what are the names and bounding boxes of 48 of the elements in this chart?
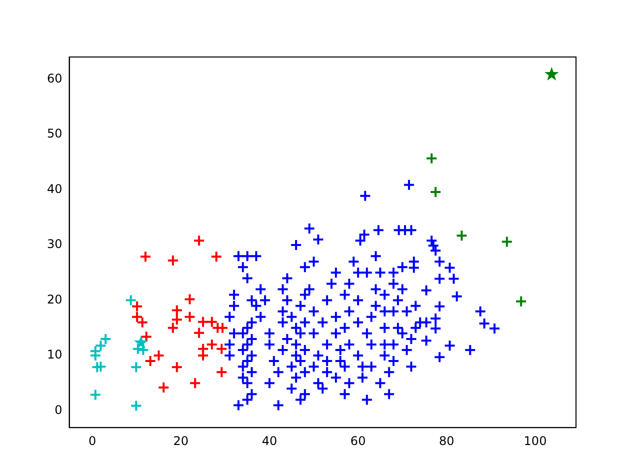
point [216,366,228,378]
x-tick-label: 0 [88,434,96,448]
point [131,300,144,312]
point [166,254,179,267]
point [130,400,142,412]
point [139,250,152,263]
point [170,304,183,316]
point [206,338,218,350]
point [89,388,102,401]
point [144,355,156,368]
point [158,382,170,394]
point [124,294,137,306]
point [130,361,142,374]
point [100,332,112,345]
point [430,186,442,198]
point [152,350,165,362]
y-tick-label: 0 [54,402,62,417]
y-tick-label: 50 [46,126,62,141]
point [426,152,438,164]
point [197,350,210,362]
y-tick-label: 20 [46,292,62,306]
point [184,293,196,306]
point [140,330,152,343]
x-tick-label: 60 [350,434,366,448]
point [216,342,228,355]
y-tick-label: 30 [46,237,62,252]
point [94,360,107,373]
point [170,361,183,374]
point [184,310,196,323]
x-tick-label: 100 [524,434,547,448]
y-tick-label: 60 [46,71,62,86]
y-tick-label: 40 [46,182,62,196]
point [500,236,513,248]
point [94,340,107,352]
point [456,230,468,242]
x-tick-label: 80 [439,434,454,448]
y-tick-label: 10 [46,348,62,362]
point [193,326,206,339]
point [197,316,210,328]
point [193,234,206,247]
point [166,322,179,334]
point [210,250,222,263]
x-tick-label: 20 [173,434,189,448]
point [515,295,528,308]
point [91,361,104,374]
point [170,314,183,326]
x-tick-label: 40 [262,434,278,448]
point [189,377,202,390]
